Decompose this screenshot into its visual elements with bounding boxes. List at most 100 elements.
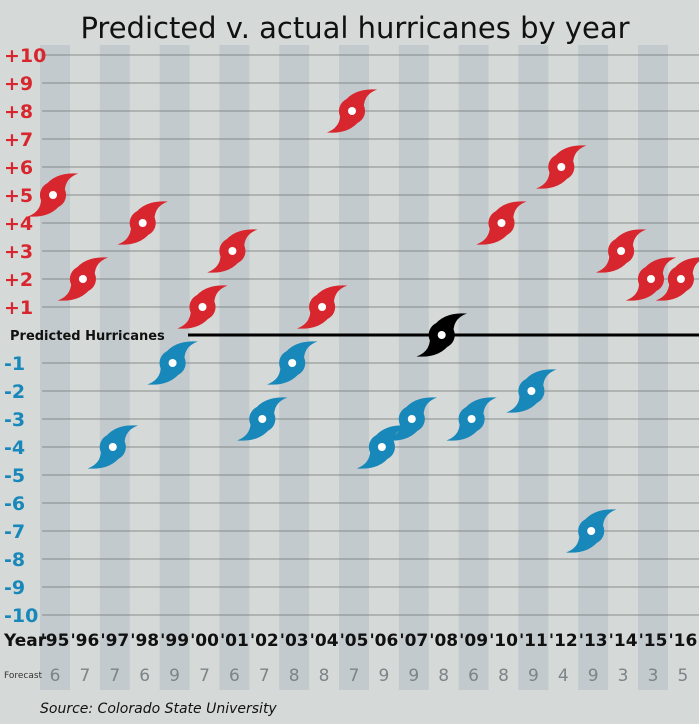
y-tick-label: -9 [4,577,25,599]
x-tick-label: '15 [639,631,668,651]
x-tick-label: '12 [549,631,578,651]
hurricane-icon [356,425,408,469]
column-stripe [219,45,250,690]
hurricane-icon [87,425,138,469]
column-stripe [99,45,130,690]
hurricane-icon [386,397,437,441]
x-tick-label: '96 [70,631,99,651]
hurricane-icon [506,369,557,413]
forecast-value: 7 [259,666,270,686]
y-tick-label: +4 [4,213,33,235]
hurricane-icon [655,257,699,301]
y-tick-label: +10 [4,45,46,67]
x-tick-label: '07 [399,631,428,651]
hurricane-icon [416,313,467,357]
x-tick-label: '03 [280,631,309,651]
y-tick-label: +9 [4,73,33,95]
x-tick-label: '00 [190,631,219,651]
x-tick-label: '06 [369,631,398,651]
y-tick-label: +5 [4,185,33,207]
y-tick-label: +2 [4,269,33,291]
hurricane-icon [476,201,527,245]
x-tick-label: '14 [609,631,638,651]
forecast-value: 9 [408,666,419,686]
x-axis-label: Year [3,631,47,651]
forecast-value: 7 [349,666,360,686]
zero-line-label: Predicted Hurricanes [10,329,165,344]
forecast-value: 3 [618,666,629,686]
x-tick-label: '01 [220,631,249,651]
y-tick-label: -2 [4,381,25,403]
forecast-row-label: Forecast [4,671,43,681]
forecast-value: 6 [139,666,150,686]
x-tick-label: '09 [459,631,488,651]
y-tick-label: -5 [4,465,25,487]
y-tick-label: +1 [4,297,33,319]
y-tick-label: -8 [4,549,25,571]
y-tick-label: -6 [4,493,25,515]
forecast-value: 7 [199,666,210,686]
forecast-value: 9 [378,666,389,686]
forecast-value: 8 [438,666,449,686]
hurricane-icon [27,173,79,217]
forecast-value: 8 [319,666,330,686]
x-tick-label: '99 [160,631,189,651]
forecast-value: 6 [50,666,61,686]
x-tick-label: '08 [429,631,458,651]
forecast-value: 7 [79,666,90,686]
forecast-value: 8 [289,666,300,686]
x-tick-label: '05 [340,631,369,651]
forecast-value: 6 [229,666,240,686]
hurricane-icon [57,257,109,301]
hurricane-icon [595,229,647,273]
hurricane-icon [267,341,318,385]
hurricane-icon [625,257,677,301]
hurricane-icon [446,397,497,441]
x-tick-label: '11 [519,631,548,651]
x-tick-label: '10 [489,631,518,651]
forecast-value: 3 [648,666,659,686]
hurricane-icon [296,285,348,329]
forecast-value: 5 [677,666,688,686]
column-stripe [638,45,668,690]
y-tick-label: +6 [4,157,33,179]
x-tick-label: '95 [41,631,70,651]
hurricane-icon [237,397,288,441]
forecast-value: 6 [468,666,479,686]
y-tick-label: -1 [4,353,25,375]
forecast-value: 9 [528,666,539,686]
y-tick-label: -7 [4,521,25,543]
hurricane-icon [177,285,228,329]
hurricane-icon [117,201,168,245]
x-tick-label: '16 [668,631,697,651]
column-stripe [578,45,609,690]
column-stripe [458,45,489,690]
forecast-value: 4 [558,666,569,686]
x-tick-label: '98 [130,631,159,651]
y-tick-label: +7 [4,129,33,151]
x-tick-label: '04 [310,631,339,651]
x-tick-label: '97 [100,631,129,651]
y-tick-label: -4 [4,437,25,459]
column-stripe [40,45,70,690]
y-tick-label: -10 [4,605,38,627]
y-tick-label: +3 [4,241,33,263]
source-note: Source: Colorado State University [40,701,277,717]
chart-title: Predicted v. actual hurricanes by year [80,11,629,45]
hurricane-icon [326,89,378,133]
hurricane-icon [566,509,617,553]
forecast-value: 7 [109,666,120,686]
forecast-value: 8 [498,666,509,686]
hurricane-icon [207,229,258,273]
hurricane-icon [536,145,587,189]
forecast-value: 9 [588,666,599,686]
x-tick-label: '02 [250,631,279,651]
hurricane-icon [147,341,198,385]
column-stripe [339,45,369,690]
y-tick-label: -3 [4,409,25,431]
x-tick-label: '13 [579,631,608,651]
forecast-value: 9 [169,666,180,686]
column-stripe [518,45,549,690]
column-stripe [398,45,429,690]
